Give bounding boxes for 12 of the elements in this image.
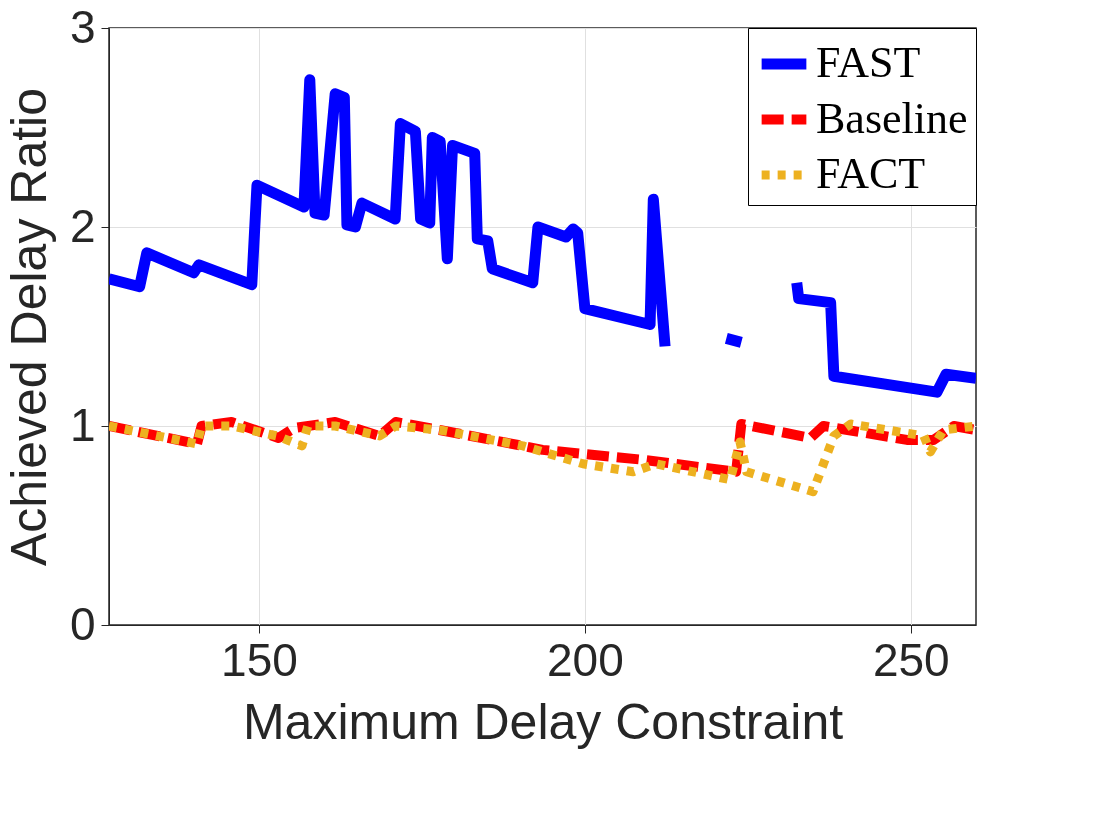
legend-label: FACT (816, 149, 926, 198)
legend-label: FAST (816, 38, 921, 87)
x-tick-label: 150 (221, 633, 298, 686)
x-tick-label: 250 (872, 633, 950, 686)
y-tick-label: 0 (69, 597, 96, 650)
x-axis-title: Maximum Delay Constraint (242, 693, 844, 750)
y-tick-label: 2 (69, 199, 96, 252)
x-tick-label: 200 (547, 633, 624, 686)
y-tick-label: 3 (69, 0, 96, 53)
y-axis-title: Achieved Delay Ratio (0, 87, 57, 567)
y-tick-label: 1 (69, 398, 96, 451)
legend-label: Baseline (816, 93, 968, 143)
